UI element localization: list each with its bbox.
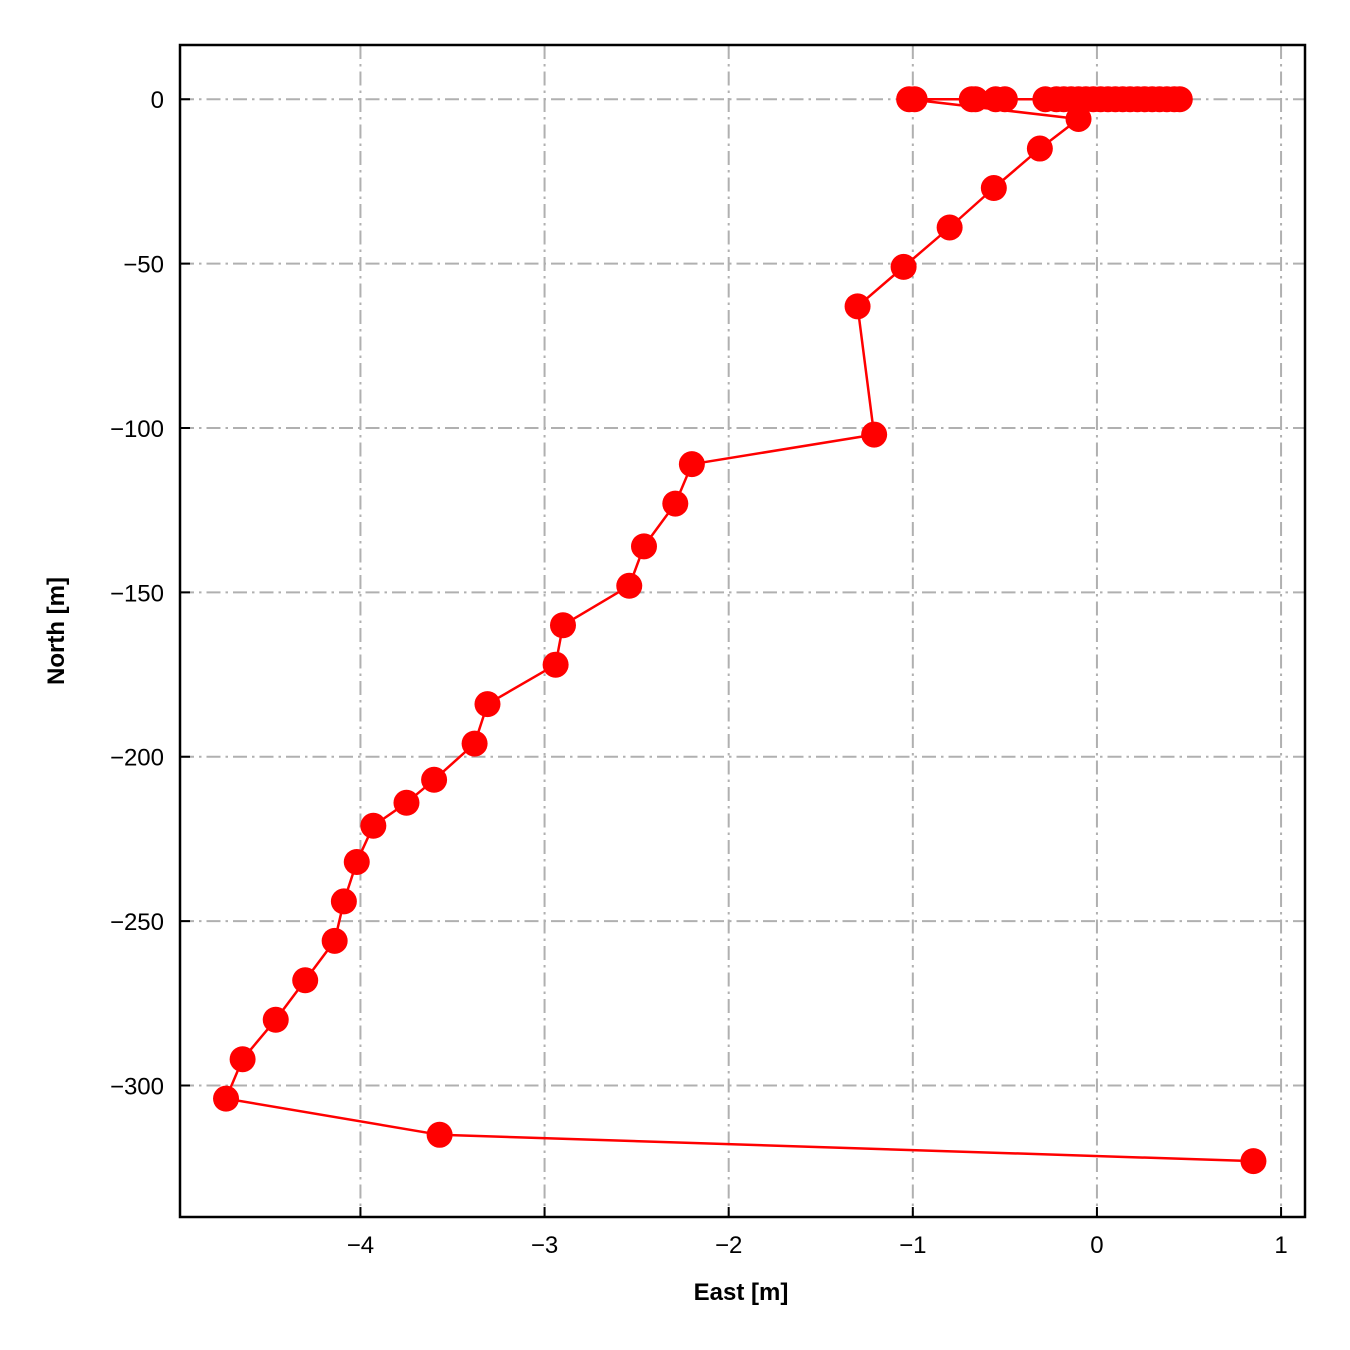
data-point	[1032, 86, 1059, 113]
data-point	[213, 1085, 240, 1112]
data-point	[360, 812, 387, 839]
data-point	[262, 1006, 289, 1033]
data-point	[896, 86, 923, 113]
data-point	[844, 293, 871, 320]
data-series	[213, 86, 1267, 1175]
data-point	[549, 612, 576, 639]
x-tick-label: −4	[347, 1232, 374, 1259]
data-point	[1026, 135, 1053, 162]
data-point	[330, 888, 357, 915]
data-point	[393, 789, 420, 816]
y-tick-label: 0	[151, 87, 164, 114]
data-point	[861, 421, 888, 448]
data-point	[936, 214, 963, 241]
x-tick-label: 0	[1090, 1232, 1103, 1259]
data-point	[678, 451, 705, 478]
data-point	[662, 490, 689, 517]
data-point	[421, 766, 448, 793]
x-tick-label: −3	[531, 1232, 558, 1259]
grid-lines	[180, 45, 1305, 1217]
data-point	[542, 651, 569, 678]
y-axis-ticks: 0 −50 −100 −150 −200 −250 −300	[110, 87, 190, 1100]
data-point	[980, 175, 1007, 202]
data-point	[890, 253, 917, 280]
y-tick-label: −250	[110, 909, 164, 936]
x-axis-label: East [m]	[694, 1279, 789, 1306]
data-point	[426, 1121, 453, 1148]
data-point	[229, 1046, 256, 1073]
data-point	[321, 927, 348, 954]
data-point	[1240, 1148, 1267, 1175]
data-point	[474, 691, 501, 718]
data-point	[1065, 105, 1092, 132]
plot-frame	[178, 43, 1307, 1219]
x-tick-label: 1	[1274, 1232, 1287, 1259]
x-tick-label: −2	[715, 1232, 742, 1259]
data-point	[958, 86, 985, 113]
y-tick-label: −150	[110, 580, 164, 607]
data-point	[982, 86, 1009, 113]
y-tick-label: −100	[110, 416, 164, 443]
x-axis-ticks: −4 −3 −2 −1 0 1	[347, 1207, 1288, 1259]
data-point	[630, 533, 657, 560]
y-tick-label: −200	[110, 745, 164, 772]
y-tick-label: −50	[123, 252, 164, 279]
x-tick-label: −1	[899, 1232, 926, 1259]
data-point	[461, 730, 488, 757]
y-tick-label: −300	[110, 1073, 164, 1100]
data-point	[343, 848, 370, 875]
data-point	[616, 572, 643, 599]
y-axis-label: North [m]	[43, 577, 70, 685]
data-point	[292, 967, 319, 994]
